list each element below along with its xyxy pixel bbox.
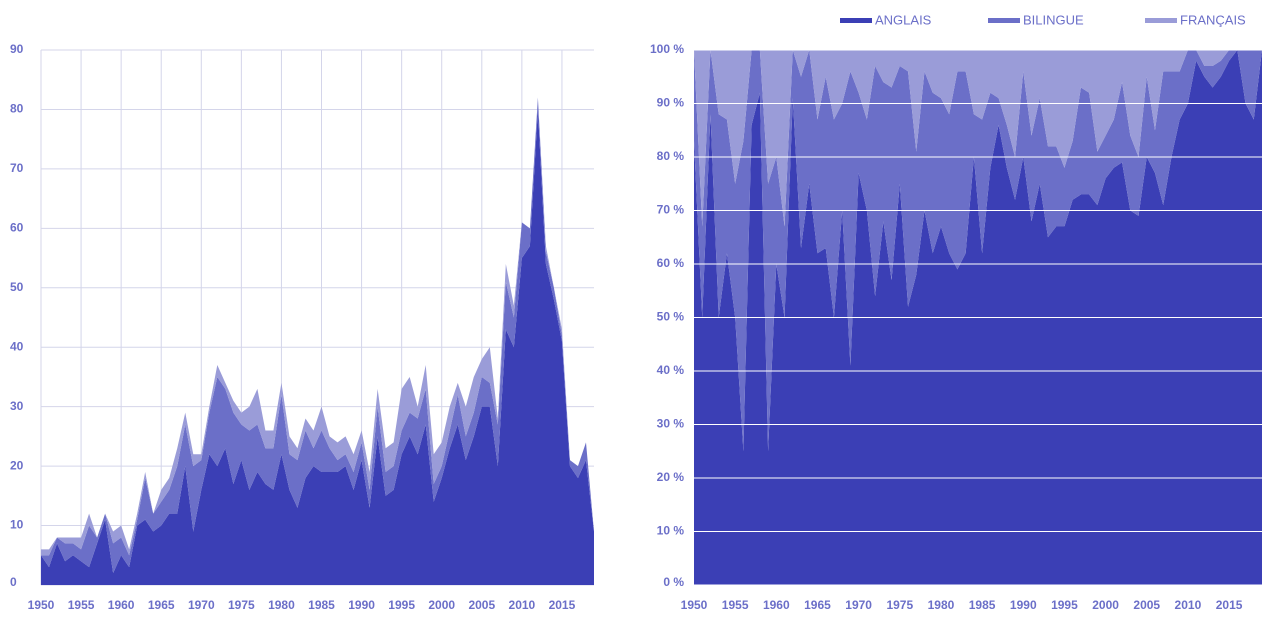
- y-tick-label: 50: [10, 280, 24, 294]
- area: [694, 50, 1262, 452]
- x-tick-label: 1960: [108, 598, 135, 612]
- y-tick-label: 90 %: [657, 96, 685, 110]
- x-tick-label: 1990: [348, 598, 375, 612]
- y-tick-label: 0: [10, 575, 17, 589]
- legend-swatch: [988, 18, 1020, 23]
- y-tick-label: 30 %: [657, 417, 685, 431]
- y-tick-label: 10 %: [657, 524, 685, 538]
- x-tick-label: 1975: [228, 598, 255, 612]
- x-tick-label: 1980: [928, 598, 955, 612]
- y-tick-label: 60 %: [657, 256, 685, 270]
- x-tick-label: 2000: [428, 598, 455, 612]
- x-tick-label: 1970: [845, 598, 872, 612]
- x-tick-label: 1965: [804, 598, 831, 612]
- x-tick-label: 1960: [763, 598, 790, 612]
- legend-swatch: [1145, 18, 1177, 23]
- y-tick-label: 60: [10, 221, 24, 235]
- x-tick-label: 1990: [1010, 598, 1037, 612]
- area: [694, 50, 1262, 227]
- legend-swatch: [840, 18, 872, 23]
- x-tick-label: 1995: [1051, 598, 1078, 612]
- x-tick-label: 1975: [886, 598, 913, 612]
- y-tick-label: 40: [10, 339, 24, 353]
- y-tick-label: 0 %: [663, 575, 684, 589]
- y-tick-label: 50 %: [657, 310, 685, 324]
- x-tick-label: 1970: [188, 598, 215, 612]
- x-tick-label: 2010: [509, 598, 536, 612]
- legend-label: FRANÇAIS: [1180, 12, 1246, 27]
- x-tick-label: 1995: [388, 598, 415, 612]
- y-tick-label: 90: [10, 42, 24, 56]
- x-tick-label: 2015: [549, 598, 576, 612]
- x-tick-label: 2015: [1216, 598, 1243, 612]
- y-tick-label: 30: [10, 399, 24, 413]
- y-tick-label: 20: [10, 458, 24, 472]
- x-tick-label: 1950: [681, 598, 708, 612]
- x-tick-label: 1955: [68, 598, 95, 612]
- x-tick-label: 1985: [308, 598, 335, 612]
- area: [41, 97, 594, 556]
- y-tick-label: 70 %: [657, 203, 685, 217]
- area: [41, 109, 594, 585]
- y-tick-label: 80: [10, 102, 24, 116]
- x-tick-label: 2005: [1133, 598, 1160, 612]
- x-tick-label: 2005: [468, 598, 495, 612]
- y-tick-label: 70: [10, 161, 24, 175]
- y-tick-label: 100 %: [650, 42, 684, 56]
- y-tick-label: 40 %: [657, 363, 685, 377]
- x-tick-label: 1985: [969, 598, 996, 612]
- x-tick-label: 1955: [722, 598, 749, 612]
- y-tick-label: 80 %: [657, 149, 685, 163]
- x-tick-label: 1950: [28, 598, 55, 612]
- y-tick-label: 20 %: [657, 470, 685, 484]
- x-tick-label: 2000: [1092, 598, 1119, 612]
- x-tick-label: 1980: [268, 598, 295, 612]
- x-tick-label: 1965: [148, 598, 175, 612]
- x-tick-label: 2010: [1175, 598, 1202, 612]
- legend-label: BILINGUE: [1023, 12, 1084, 27]
- y-tick-label: 10: [10, 518, 24, 532]
- legend-label: ANGLAIS: [875, 12, 932, 27]
